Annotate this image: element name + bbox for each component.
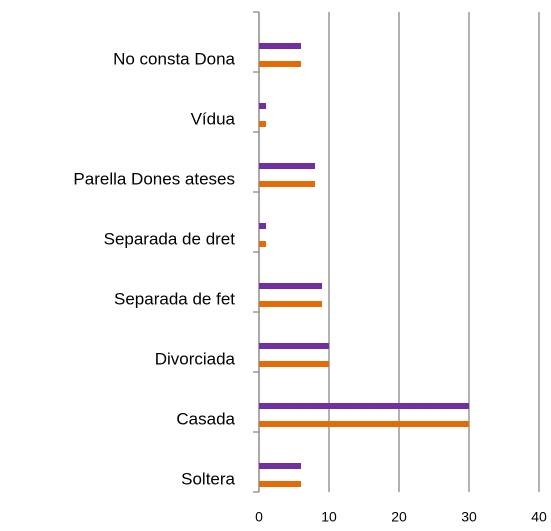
x-tick-label: 10 <box>321 509 337 525</box>
bar <box>259 403 469 409</box>
y-tick-label: Vídua <box>191 109 236 128</box>
x-tick-label: 20 <box>391 509 407 525</box>
bar <box>259 283 322 289</box>
y-tick-label: Separada de dret <box>104 229 236 248</box>
bar <box>259 163 315 169</box>
bar <box>259 421 469 427</box>
bar <box>259 43 301 49</box>
bar <box>259 361 329 367</box>
bar <box>259 121 266 127</box>
y-tick-label: Soltera <box>181 469 235 488</box>
y-tick-label: Separada de fet <box>114 289 235 308</box>
bar <box>259 223 266 229</box>
x-tick-label: 30 <box>461 509 477 525</box>
y-tick-label: Divorciada <box>155 349 236 368</box>
bar <box>259 481 301 487</box>
y-tick-label: Casada <box>176 409 235 428</box>
y-tick-label: No consta Dona <box>113 49 235 68</box>
x-tick-label: 0 <box>255 509 263 525</box>
y-tick-label: Parella Dones ateses <box>73 169 235 188</box>
bar <box>259 463 301 469</box>
bar <box>259 301 322 307</box>
bar <box>259 181 315 187</box>
bar <box>259 343 329 349</box>
bar <box>259 61 301 67</box>
bar <box>259 103 266 109</box>
x-tick-label: 40 <box>531 509 547 525</box>
bar <box>259 241 266 247</box>
